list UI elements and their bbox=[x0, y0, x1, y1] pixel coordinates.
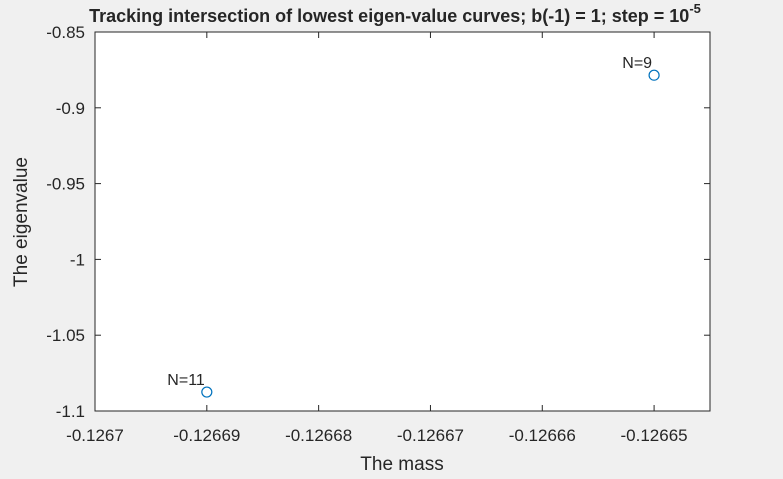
y-tick-label: -0.9 bbox=[56, 99, 85, 118]
data-points: N=9 N=11 bbox=[167, 55, 660, 398]
plot-area bbox=[95, 32, 710, 411]
x-axis-ticks: -0.1267 -0.12669 -0.12668 -0.12667 -0.12666 -… bbox=[66, 32, 688, 445]
y-axis-label: The eigenvalue bbox=[11, 157, 32, 287]
y-tick-label: -0.95 bbox=[46, 175, 85, 194]
chart-title: Tracking intersection of lowest eigen-va… bbox=[89, 1, 701, 26]
plot-frame bbox=[94, 31, 711, 412]
data-point-label: N=9 bbox=[622, 55, 652, 72]
chart-title-exponent: -5 bbox=[689, 1, 701, 16]
y-tick-label: -1.05 bbox=[46, 326, 85, 345]
y-tick-label: -0.85 bbox=[46, 23, 85, 42]
x-tick-label: -0.12665 bbox=[621, 426, 688, 445]
y-tick-label: -1 bbox=[70, 250, 85, 269]
x-tick-label: -0.12668 bbox=[285, 426, 352, 445]
x-tick-label: -0.12666 bbox=[509, 426, 576, 445]
x-axis-label: The mass bbox=[360, 454, 443, 475]
chart-title-main: Tracking intersection of lowest eigen-va… bbox=[89, 6, 689, 26]
x-tick-label: -0.12667 bbox=[397, 426, 464, 445]
y-tick-label: -1.1 bbox=[56, 402, 85, 421]
data-point-marker bbox=[201, 386, 213, 398]
x-tick-label: -0.1267 bbox=[66, 426, 124, 445]
x-tick-label: -0.12669 bbox=[173, 426, 240, 445]
data-point-label: N=11 bbox=[167, 372, 205, 389]
data-point-marker bbox=[648, 69, 660, 81]
y-axis-ticks: -1.1 -1.05 -1 -0.95 -0.9 -0.85 bbox=[46, 23, 710, 421]
